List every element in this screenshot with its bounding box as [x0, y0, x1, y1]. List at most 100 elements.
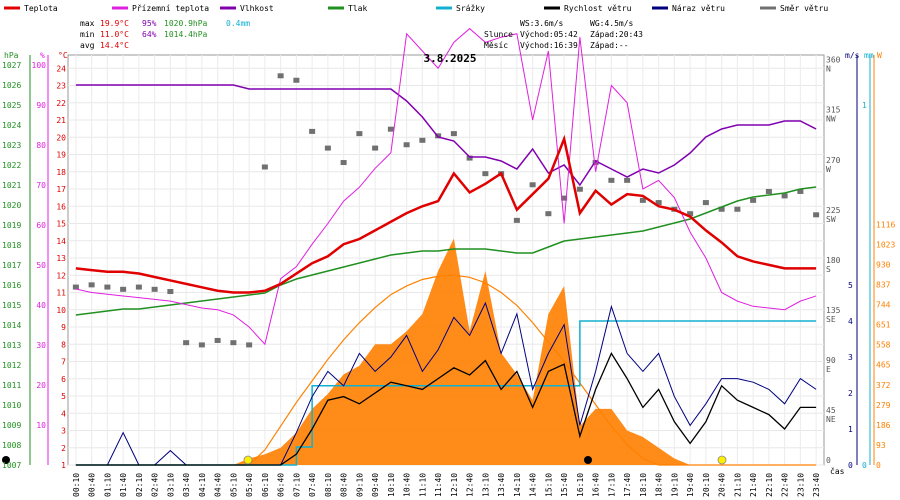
- wind-direction-point: [309, 128, 316, 134]
- wind-direction-point: [813, 212, 820, 218]
- pressure-unit: hPa: [4, 51, 19, 60]
- temperature-tick-label: 18: [56, 168, 66, 177]
- wind-direction-point: [561, 195, 568, 201]
- time-tick-label: 10:40: [403, 473, 412, 497]
- wind-tick-label: 4: [848, 317, 853, 326]
- direction-tick-label: 180: [826, 256, 841, 265]
- direction-tick-label: 270: [826, 156, 841, 165]
- wind-direction-point: [687, 211, 694, 217]
- humidity-tick-label: 40: [36, 301, 46, 310]
- wind-direction-point: [104, 284, 111, 290]
- ground-temperature-line: [75, 27, 817, 346]
- temperature-tick-label: 7: [61, 358, 66, 367]
- legend-label: Vlhkost: [240, 4, 274, 13]
- legend-label: Srážky: [456, 4, 485, 13]
- time-tick-label: 21:10: [733, 473, 742, 497]
- temperature-tick-label: 13: [56, 254, 66, 263]
- temperature-tick-label: 24: [56, 64, 66, 73]
- solar-tick-label: 0: [876, 461, 881, 470]
- pressure-tick-label: 1015: [2, 301, 21, 310]
- wind-direction-point: [120, 286, 127, 292]
- wind-direction-point: [403, 142, 410, 148]
- solar-tick-label: 279: [876, 401, 891, 410]
- legend-label: Tlak: [348, 4, 367, 13]
- time-tick-label: 12:40: [466, 473, 475, 497]
- solar-tick-label: 744: [876, 301, 891, 310]
- rain-tick-label: 0: [862, 461, 867, 470]
- pressure-tick-label: 1011: [2, 381, 21, 390]
- max-rain: 0.4mm: [226, 19, 250, 28]
- temperature-tick-label: 2: [61, 444, 66, 453]
- time-tick-label: 17:10: [607, 473, 616, 497]
- direction-tick-label: N: [826, 65, 831, 74]
- humidity-tick-label: 50: [36, 261, 46, 270]
- time-tick-label: 00:40: [88, 473, 97, 497]
- direction-tick-label: NE: [826, 415, 836, 424]
- temperature-tick-label: 14: [56, 237, 66, 246]
- time-tick-label: 16:40: [592, 473, 601, 497]
- pressure-tick-label: 1007: [2, 461, 21, 470]
- pressure-tick-label: 1010: [2, 401, 21, 410]
- direction-tick-label: 0: [826, 456, 831, 465]
- wind-direction-point: [246, 342, 253, 348]
- time-tick-label: 18:40: [655, 473, 664, 497]
- time-tick-label: 17:40: [623, 473, 632, 497]
- min-temp: 11.0°C: [100, 30, 129, 39]
- pressure-tick-label: 1016: [2, 281, 21, 290]
- temperature-tick-label: 10: [56, 306, 66, 315]
- humidity-tick-label: 20: [36, 381, 46, 390]
- pressure-tick-label: 1017: [2, 261, 21, 270]
- temperature-tick-label: 15: [56, 220, 66, 229]
- pressure-tick-label: 1027: [2, 61, 21, 70]
- wind-direction-point: [214, 337, 221, 343]
- temperature-tick-label: 12: [56, 271, 66, 280]
- wind-direction-point: [151, 286, 158, 292]
- direction-tick-label: 315: [826, 106, 841, 115]
- direction-tick-label: 45: [826, 406, 836, 415]
- time-tick-label: 03:40: [182, 473, 191, 497]
- rain-unit: mm: [864, 51, 874, 60]
- time-tick-label: 22:10: [765, 473, 774, 497]
- solar-tick-label: 372: [876, 381, 891, 390]
- legend: Teplota Přízemní teplota Vlhkost Tlak Srážky…: [4, 4, 828, 13]
- pressure-tick-label: 1008: [2, 441, 21, 450]
- humidity-unit: %: [40, 51, 45, 60]
- moon-label: Měsíc: [484, 41, 508, 50]
- wind-direction-point: [545, 211, 552, 217]
- time-tick-label: 18:10: [639, 473, 648, 497]
- humidity-tick-label: 30: [36, 341, 46, 350]
- legend-label: Přízemní teplota: [132, 4, 209, 13]
- time-tick-label: 06:40: [277, 473, 286, 497]
- time-tick-label: 21:40: [749, 473, 758, 497]
- wind-direction-point: [198, 342, 205, 348]
- wind-direction-point: [576, 186, 583, 192]
- humidity-line: [75, 84, 817, 187]
- rain-tick-label: 1: [862, 101, 867, 110]
- temperature-line: [75, 134, 817, 294]
- time-tick-label: 07:40: [308, 473, 317, 497]
- direction-tick-label: NW: [826, 115, 836, 124]
- wind-direction-point: [781, 193, 788, 199]
- wind-speed-line: [75, 352, 817, 466]
- moonrise: Východ:16:39: [520, 41, 578, 50]
- wind-direction-point: [356, 131, 363, 137]
- time-tick-label: 14:40: [529, 473, 538, 497]
- wind-direction-point: [88, 282, 95, 288]
- pressure-tick-label: 1013: [2, 341, 21, 350]
- time-tick-label: 08:10: [324, 473, 333, 497]
- sunset-marker: [717, 455, 727, 465]
- wind-tick-label: 2: [848, 389, 853, 398]
- direction-tick-label: W: [826, 165, 831, 174]
- time-tick-label: 01:10: [103, 473, 112, 497]
- temperature-tick-label: 11: [56, 289, 66, 298]
- moonset: Západ:--: [590, 41, 629, 50]
- pressure-tick-label: 1018: [2, 241, 21, 250]
- wind-direction-point: [797, 188, 804, 194]
- avg-temp: 14.4°C: [100, 41, 129, 50]
- time-tick-label: 01:40: [119, 473, 128, 497]
- info-block: WS:3.6m/s WG:4.5m/s Slunce Východ:05:42 …: [484, 19, 643, 50]
- wind-tick-label: 0: [848, 461, 853, 470]
- temperature-tick-label: 1: [61, 461, 66, 470]
